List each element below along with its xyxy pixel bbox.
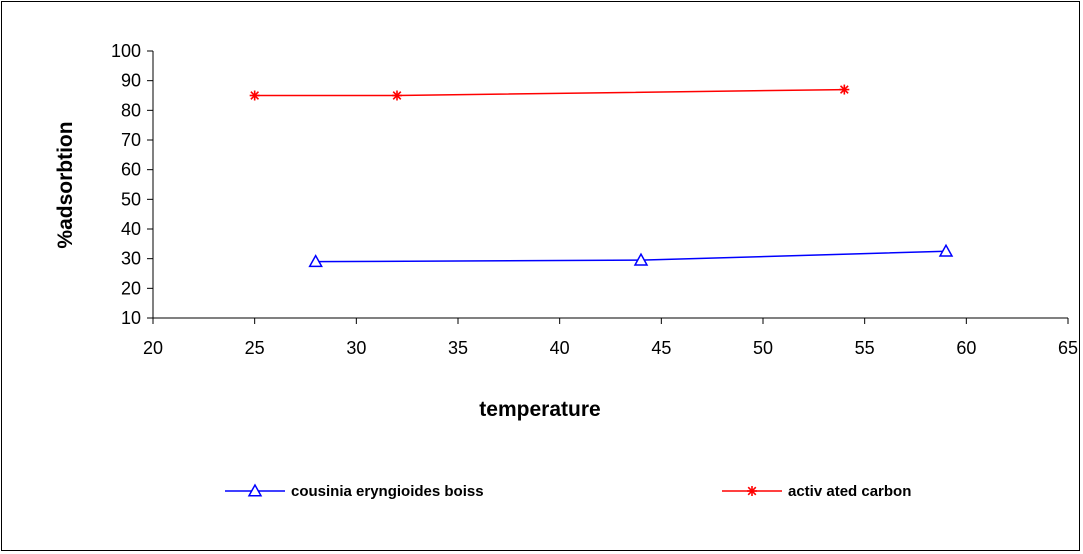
marker-stroke [392,91,402,100]
x-tick-label: 60 [956,338,976,358]
legend-label: cousinia eryngioides boiss [291,483,484,500]
series-line [315,250,947,263]
marker-stroke [747,486,757,496]
marker-stroke [839,85,849,94]
y-axis-title: %adsorbtion [54,121,77,248]
series-point [839,84,850,95]
x-tick-label: 50 [753,338,773,358]
series-point [247,483,263,497]
marker-stroke [250,91,260,100]
x-axis-title: temperature [479,398,600,421]
y-tick-label: 50 [121,189,141,209]
y-tick-label: 70 [121,130,141,150]
y-tick-label: 10 [121,308,141,328]
x-tick-label: 20 [143,338,163,358]
y-tick-label: 40 [121,219,141,239]
y-tick-label: 20 [121,278,141,298]
y-tick-label: 90 [121,71,141,91]
x-tick-label: 55 [855,338,875,358]
x-tick-label: 65 [1058,338,1078,358]
series-point [747,486,757,496]
legend-entry: activ ated carbon [722,483,911,500]
series-point [308,254,323,268]
x-tick-label: 35 [448,338,468,358]
x-tick-label: 30 [346,338,366,358]
series-point [938,243,954,257]
series-layer [249,84,954,268]
y-tick-label: 100 [111,41,141,61]
series-line [254,88,845,97]
x-tick-label: 40 [550,338,570,358]
series-2 [249,84,850,101]
series-1 [308,243,954,268]
y-tick-label: 60 [121,160,141,180]
x-tick-label: 25 [245,338,265,358]
series-point [633,252,649,266]
x-tick-label: 45 [651,338,671,358]
y-tick-label: 80 [121,100,141,120]
y-tick-label: 30 [121,249,141,269]
legend: cousinia eryngioides boiss activ ated car… [225,483,911,500]
series-point [249,90,260,101]
legend-label: activ ated carbon [788,483,911,500]
series-point [392,90,402,101]
legend-entry: cousinia eryngioides boiss [225,483,484,500]
